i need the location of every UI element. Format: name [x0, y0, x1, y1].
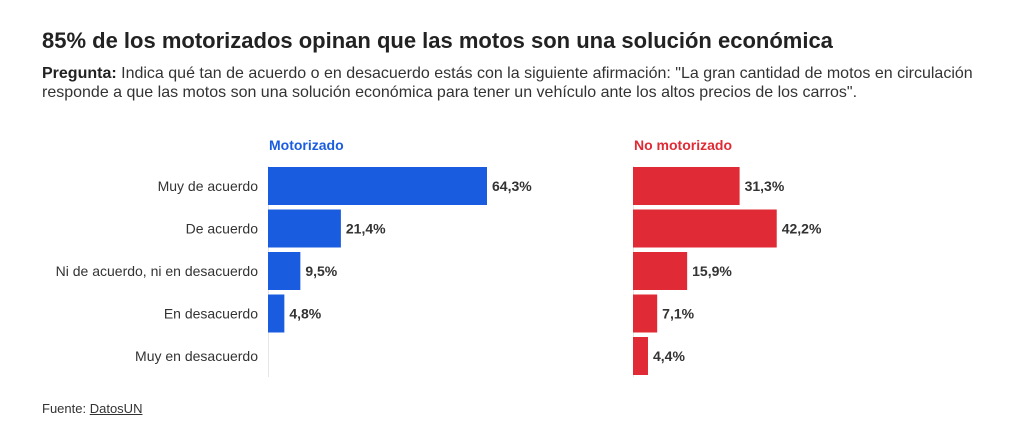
data-label-motorizado: 21,4% — [346, 221, 386, 237]
bar-motorizado — [268, 167, 487, 205]
bar-motorizado — [268, 294, 285, 333]
bar-motorizado — [268, 209, 341, 248]
question-text: Indica qué tan de acuerdo o en desacuerd… — [42, 65, 973, 101]
category-label-ni-de-acuerdo-ni-en-desacuerdo: Ni de acuerdo, ni en desacuerdo — [56, 263, 259, 279]
category-label-muy-en-desacuerdo: Muy en desacuerdo — [135, 348, 258, 364]
data-label-no-motorizado: 4,4% — [653, 348, 685, 364]
category-label-muy-de-acuerdo: Muy de acuerdo — [158, 178, 259, 194]
bar-chart: Muy de acuerdo De acuerdo Ni de acuerdo, n… — [56, 137, 822, 377]
bar-no-motorizado — [633, 167, 740, 205]
question-label: Pregunta: — [42, 65, 117, 82]
data-label-no-motorizado: 15,9% — [692, 263, 732, 279]
source-footer: Fuente: DatosUN — [42, 401, 142, 416]
bar-no-motorizado — [633, 252, 688, 290]
data-label-no-motorizado: 31,3% — [745, 178, 785, 194]
bar-motorizado — [268, 252, 301, 290]
bar-no-motorizado — [633, 337, 648, 375]
bar-no-motorizado — [633, 209, 777, 248]
data-label-motorizado: 9,5% — [305, 263, 337, 279]
category-label-de-acuerdo: De acuerdo — [186, 221, 259, 237]
source-label: Fuente: — [42, 401, 87, 416]
chart-subtitle: Pregunta: Indica qué tan de acuerdo o en… — [42, 64, 992, 102]
category-label-en-desacuerdo: En desacuerdo — [164, 306, 258, 322]
data-label-no-motorizado: 42,2% — [782, 221, 822, 237]
data-label-motorizado: 64,3% — [492, 178, 532, 194]
data-label-no-motorizado: 7,1% — [662, 306, 694, 322]
bar-no-motorizado — [633, 294, 658, 333]
source-link[interactable]: DatosUN — [89, 401, 143, 416]
chart-title: 85% de los motorizados opinan que las mo… — [42, 28, 833, 53]
series-header-no-motorizado: No motorizado — [634, 137, 732, 153]
series-header-motorizado: Motorizado — [269, 137, 344, 153]
data-label-motorizado: 4,8% — [289, 306, 321, 322]
